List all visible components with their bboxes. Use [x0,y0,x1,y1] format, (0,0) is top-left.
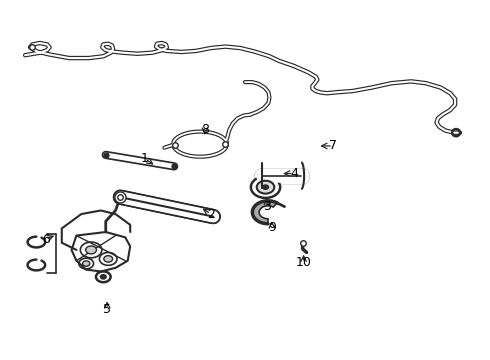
Circle shape [251,176,280,198]
Text: 8: 8 [201,123,209,136]
Text: 10: 10 [295,256,312,269]
Circle shape [82,261,90,266]
Text: 2: 2 [207,208,215,221]
Circle shape [104,256,113,262]
Text: 3: 3 [263,201,271,213]
Polygon shape [72,232,130,271]
Circle shape [86,246,97,254]
Circle shape [100,275,106,279]
Circle shape [257,181,274,194]
Text: 4: 4 [290,167,298,180]
Polygon shape [252,201,277,224]
Circle shape [263,185,269,189]
Text: 1: 1 [141,152,149,165]
Text: 9: 9 [268,221,276,234]
Circle shape [96,271,111,282]
Text: 6: 6 [42,233,49,246]
Text: 7: 7 [329,139,337,152]
Text: 5: 5 [103,303,111,316]
